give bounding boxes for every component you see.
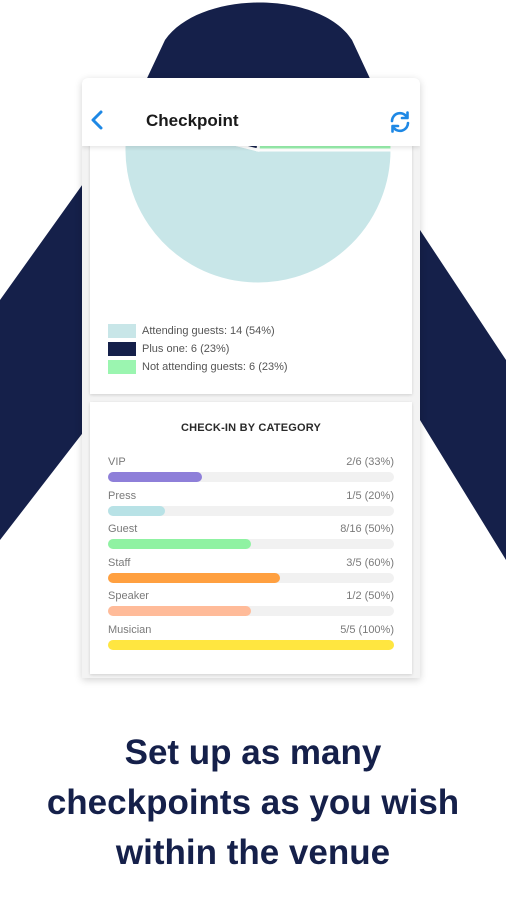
category-row: Press 1/5 (20%) xyxy=(108,490,394,524)
progress-fill xyxy=(108,539,251,550)
category-value: 1/5 (20%) xyxy=(346,489,394,502)
category-row: VIP 2/6 (33%) xyxy=(108,456,394,490)
pie-slice-attending-guests xyxy=(122,116,394,286)
category-value: 3/5 (60%) xyxy=(346,556,394,569)
category-row: Guest 8/16 (50%) xyxy=(108,523,394,557)
category-label: Press xyxy=(108,489,137,502)
legend-label: Not attending guests: 6 (23%) xyxy=(142,361,288,373)
category-value: 5/5 (100%) xyxy=(340,623,394,636)
category-row: Musician 5/5 (100%) xyxy=(108,624,394,658)
legend-item: Not attending guests: 6 (23%) xyxy=(108,358,288,376)
progress-fill xyxy=(108,472,203,482)
page-title: Checkpoint xyxy=(146,111,239,130)
progress-fill xyxy=(108,606,251,617)
progress-fill xyxy=(108,639,394,650)
chart-legend: Attending guests: 14 (54%) Plus one: 6 (2… xyxy=(108,322,288,376)
category-list: VIP 2/6 (33%) Press 1/5 (20%) Guest 8/16 (50%… xyxy=(108,456,394,658)
category-value: 2/6 (33%) xyxy=(346,456,394,468)
category-label: VIP xyxy=(108,456,126,468)
caption-line-3: within the venue xyxy=(115,833,391,872)
category-label: Staff xyxy=(108,556,131,569)
progress-track xyxy=(108,639,394,650)
legend-item: Plus one: 6 (23%) xyxy=(108,340,288,358)
chevron-left-icon[interactable] xyxy=(88,108,108,132)
caption-line-2: checkpoints as you wish xyxy=(46,783,460,822)
category-card: CHECK-IN BY CATEGORY VIP 2/6 (33%) Press 1/… xyxy=(90,402,412,674)
progress-track xyxy=(108,572,394,583)
category-row: Staff 3/5 (60%) xyxy=(108,557,394,591)
phone-screen: Attending guests: 14 (54%) Plus one: 6 (2… xyxy=(82,78,420,678)
progress-track xyxy=(108,606,394,617)
progress-track xyxy=(108,539,394,550)
category-value: 8/16 (50%) xyxy=(340,523,394,536)
category-row: Speaker 1/2 (50%) xyxy=(108,590,394,624)
refresh-icon[interactable] xyxy=(388,110,412,134)
category-label: Speaker xyxy=(108,590,149,603)
progress-track xyxy=(108,472,394,482)
app-bar: Checkpoint xyxy=(82,78,420,146)
category-value: 1/2 (50%) xyxy=(346,590,394,603)
category-heading: CHECK-IN BY CATEGORY xyxy=(180,422,322,434)
legend-swatch xyxy=(108,342,136,356)
legend-swatch xyxy=(108,360,136,374)
progress-fill xyxy=(108,505,166,516)
category-label: Guest xyxy=(108,523,138,536)
legend-label: Attending guests: 14 (54%) xyxy=(142,325,275,337)
category-label: Musician xyxy=(108,623,152,636)
legend-swatch xyxy=(108,324,136,338)
progress-track xyxy=(108,505,394,516)
progress-fill xyxy=(108,572,280,583)
legend-item: Attending guests: 14 (54%) xyxy=(108,322,288,340)
marketing-caption: Set up as many checkpoints as you wish w… xyxy=(0,728,506,878)
caption-line-1: Set up as many xyxy=(124,733,382,772)
content-area: Attending guests: 14 (54%) Plus one: 6 (2… xyxy=(82,78,420,678)
legend-label: Plus one: 6 (23%) xyxy=(142,343,230,355)
